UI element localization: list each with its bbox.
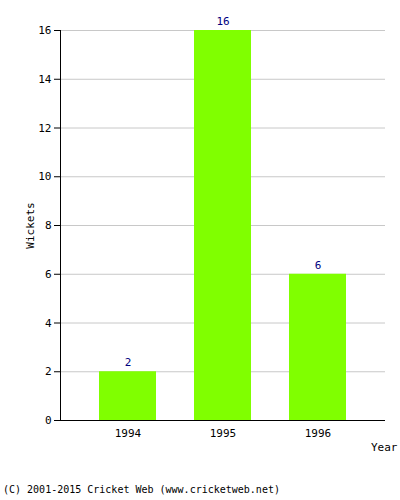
svg-text:0: 0 [45,414,52,427]
svg-text:4: 4 [45,317,52,330]
svg-text:Wickets: Wickets [24,202,37,248]
svg-text:6: 6 [45,268,52,281]
svg-text:10: 10 [38,170,51,183]
svg-text:16: 16 [216,15,229,28]
svg-text:6: 6 [315,259,322,272]
svg-text:1996: 1996 [305,427,332,440]
svg-text:2: 2 [45,365,52,378]
svg-text:12: 12 [38,122,51,135]
svg-text:1994: 1994 [115,427,142,440]
svg-text:Year: Year [371,441,398,454]
svg-text:2: 2 [125,356,132,369]
svg-text:16: 16 [38,24,51,37]
svg-text:8: 8 [45,219,52,232]
svg-text:1995: 1995 [210,427,237,440]
svg-text:14: 14 [38,73,52,86]
html-text:(C) 2001-2015 Cricket Web (www: (C) 2001-2015 Cricket Web (www.cricketwe… [3,484,280,495]
